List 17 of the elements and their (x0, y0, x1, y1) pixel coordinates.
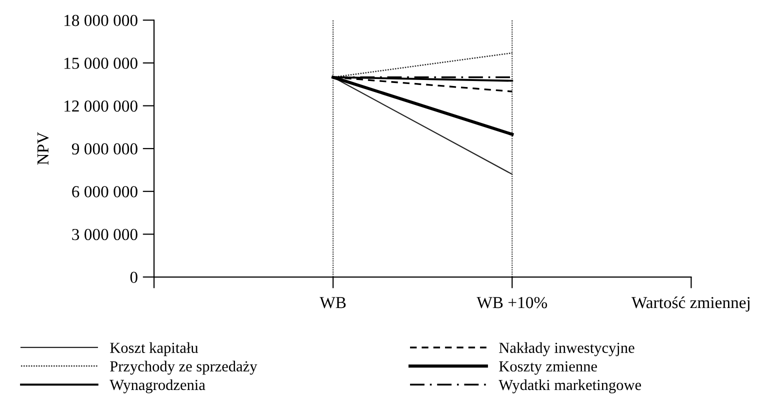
x-tick-label: WB (320, 297, 346, 308)
y-tick-label: 3 000 000 (72, 228, 138, 240)
legend-label: Przychody ze sprzedaży (110, 360, 258, 375)
x-tick-label: WB +10% (476, 296, 548, 308)
legend-label: Wynagrodzenia (110, 379, 206, 394)
y-tick-label: 6 000 000 (72, 186, 138, 198)
y-tick-label: 12 000 000 (64, 100, 138, 112)
y-tick-label: 9 000 000 (72, 143, 138, 155)
y-tick-label: 0 (130, 272, 138, 283)
legend-label: Koszty zmienne (499, 361, 597, 375)
legend-label: Koszt kapitału (110, 342, 198, 356)
x-tick-label: Wartość zmiennej (631, 296, 750, 312)
legend-label: Wydatki marketingowe (498, 379, 642, 394)
y-tick-label: 18 000 000 (64, 14, 138, 26)
y-tick-label: 15 000 000 (64, 58, 138, 69)
y-axis-title: NPV (37, 132, 49, 165)
legend-label: Nakłady inwestycyjne (499, 342, 634, 356)
